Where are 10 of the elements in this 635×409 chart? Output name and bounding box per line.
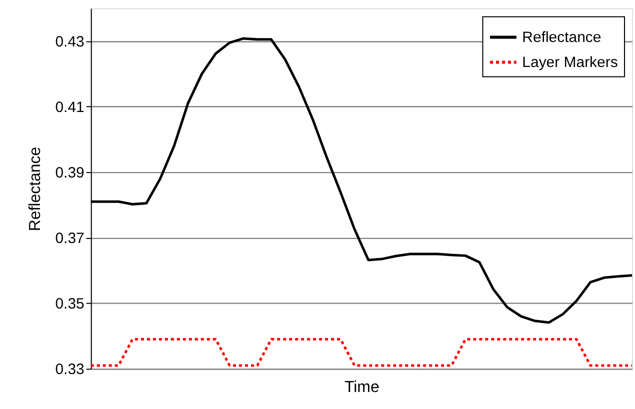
y-tick-label: 0.43: [55, 34, 84, 51]
x-axis-title: Time: [344, 379, 380, 396]
legend-label: Layer Markers: [522, 54, 618, 72]
y-axis-title: Reflectance: [27, 146, 44, 232]
y-tick-label: 0.37: [55, 230, 84, 248]
y-tick-label: 0.35: [55, 296, 84, 313]
y-tick-label: 0.33: [55, 361, 84, 378]
legend-label: Reflectance: [522, 29, 602, 46]
y-tick-label: 0.41: [55, 99, 84, 116]
y-tick-label: 0.39: [55, 164, 84, 182]
